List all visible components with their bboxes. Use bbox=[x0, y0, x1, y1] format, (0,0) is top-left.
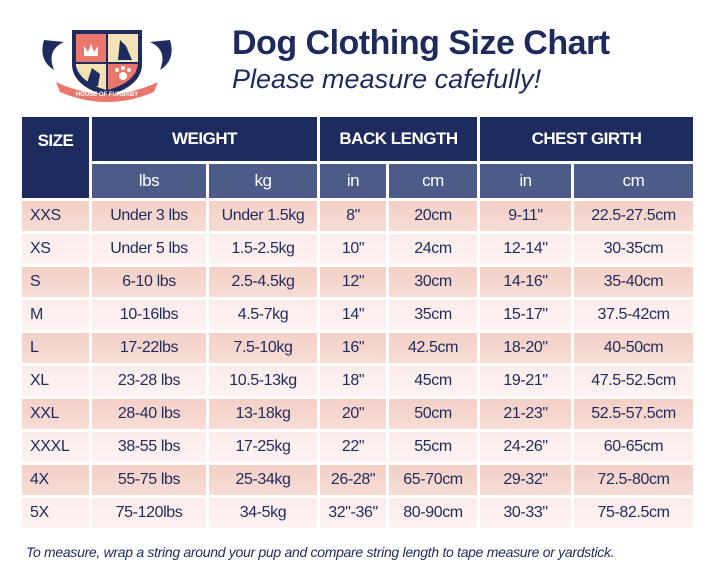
cell-chest-in: 29-32" bbox=[480, 465, 571, 495]
cell-weight-lbs: 6-10 lbs bbox=[92, 267, 206, 297]
table-row: L 17-22lbs 7.5-10kg 16" 42.5cm 18-20" 40-50cm bbox=[22, 333, 693, 363]
unit-back-cm: cm bbox=[389, 164, 477, 198]
table-row: XXXL 38-55 lbs 17-25kg 22" 55cm 24-26" 60-65cm bbox=[22, 432, 693, 462]
unit-chest-cm: cm bbox=[574, 164, 693, 198]
cell-chest-in: 30-33" bbox=[480, 498, 571, 528]
cell-size: S bbox=[22, 267, 89, 297]
cell-size: XXXL bbox=[22, 432, 89, 462]
size-chart-table: SIZE WEIGHT BACK LENGTH CHEST GIRTH lbs … bbox=[19, 114, 696, 531]
cell-size: XL bbox=[22, 366, 89, 396]
cell-weight-lbs: 28-40 lbs bbox=[92, 399, 206, 429]
cell-weight-kg: 25-34kg bbox=[209, 465, 317, 495]
cell-back-cm: 35cm bbox=[389, 300, 477, 330]
cell-chest-in: 18-20" bbox=[480, 333, 571, 363]
cell-chest-in: 24-26" bbox=[480, 432, 571, 462]
table-row: XXL 28-40 lbs 13-18kg 20" 50cm 21-23" 52.5-57.… bbox=[22, 399, 693, 429]
cell-chest-cm: 22.5-27.5cm bbox=[574, 201, 693, 231]
cell-weight-lbs: 55-75 lbs bbox=[92, 465, 206, 495]
table-row: 4X 55-75 lbs 25-34kg 26-28" 65-70cm 29-32" 72.… bbox=[22, 465, 693, 495]
cell-weight-kg: 13-18kg bbox=[209, 399, 317, 429]
cell-back-cm: 24cm bbox=[389, 234, 477, 264]
header-weight: WEIGHT bbox=[92, 117, 317, 161]
cell-weight-lbs: Under 3 lbs bbox=[92, 201, 206, 231]
cell-weight-kg: 4.5-7kg bbox=[209, 300, 317, 330]
cell-weight-lbs: 75-120lbs bbox=[92, 498, 206, 528]
cell-back-in: 32"-36" bbox=[320, 498, 386, 528]
cell-chest-in: 19-21" bbox=[480, 366, 571, 396]
cell-chest-cm: 35-40cm bbox=[574, 267, 693, 297]
cell-chest-cm: 40-50cm bbox=[574, 333, 693, 363]
cell-back-in: 14" bbox=[320, 300, 386, 330]
cell-chest-cm: 37.5-42cm bbox=[574, 300, 693, 330]
cell-weight-kg: 10.5-13kg bbox=[209, 366, 317, 396]
table-row: S 6-10 lbs 2.5-4.5kg 12" 30cm 14-16" 35-40cm bbox=[22, 267, 693, 297]
cell-weight-kg: 17-25kg bbox=[209, 432, 317, 462]
cell-size: XS bbox=[22, 234, 89, 264]
cell-chest-cm: 75-82.5cm bbox=[574, 498, 693, 528]
header-size: SIZE bbox=[22, 117, 89, 198]
cell-chest-cm: 30-35cm bbox=[574, 234, 693, 264]
cell-chest-cm: 60-65cm bbox=[574, 432, 693, 462]
cell-chest-in: 9-11" bbox=[480, 201, 571, 231]
cell-size: 4X bbox=[22, 465, 89, 495]
cell-weight-kg: 34-5kg bbox=[209, 498, 317, 528]
page-title: Dog Clothing Size Chart bbox=[232, 24, 610, 62]
cell-back-cm: 65-70cm bbox=[389, 465, 477, 495]
cell-chest-cm: 52.5-57.5cm bbox=[574, 399, 693, 429]
cell-weight-lbs: 23-28 lbs bbox=[92, 366, 206, 396]
cell-weight-lbs: Under 5 lbs bbox=[92, 234, 206, 264]
unit-chest-in: in bbox=[480, 164, 571, 198]
measure-instructions: To measure, wrap a string around your pu… bbox=[26, 544, 615, 560]
unit-weight-kg: kg bbox=[209, 164, 317, 198]
table-row: M 10-16lbs 4.5-7kg 14" 35cm 15-17" 37.5-42cm bbox=[22, 300, 693, 330]
header-back-length: BACK LENGTH bbox=[320, 117, 477, 161]
table-row: XS Under 5 lbs 1.5-2.5kg 10" 24cm 12-14" 30-35… bbox=[22, 234, 693, 264]
cell-back-in: 18" bbox=[320, 366, 386, 396]
cell-chest-in: 15-17" bbox=[480, 300, 571, 330]
cell-back-cm: 20cm bbox=[389, 201, 477, 231]
house-of-furbaby-logo: HOUSE OF FURBABY bbox=[42, 30, 172, 102]
cell-back-cm: 50cm bbox=[389, 399, 477, 429]
cell-size: M bbox=[22, 300, 89, 330]
cell-back-in: 8" bbox=[320, 201, 386, 231]
cell-weight-kg: Under 1.5kg bbox=[209, 201, 317, 231]
page-subtitle: Please measure cafefully! bbox=[232, 64, 542, 94]
cell-size: XXS bbox=[22, 201, 89, 231]
cell-weight-lbs: 10-16lbs bbox=[92, 300, 206, 330]
cell-weight-kg: 1.5-2.5kg bbox=[209, 234, 317, 264]
unit-weight-lbs: lbs bbox=[92, 164, 206, 198]
cell-weight-kg: 2.5-4.5kg bbox=[209, 267, 317, 297]
cell-back-cm: 80-90cm bbox=[389, 498, 477, 528]
cell-weight-lbs: 38-55 lbs bbox=[92, 432, 206, 462]
cell-back-cm: 30cm bbox=[389, 267, 477, 297]
cell-back-in: 26-28" bbox=[320, 465, 386, 495]
cell-back-in: 10" bbox=[320, 234, 386, 264]
header-chest-girth: CHEST GIRTH bbox=[480, 117, 693, 161]
cell-weight-kg: 7.5-10kg bbox=[209, 333, 317, 363]
cell-back-in: 20" bbox=[320, 399, 386, 429]
cell-chest-in: 12-14" bbox=[480, 234, 571, 264]
cell-chest-cm: 47.5-52.5cm bbox=[574, 366, 693, 396]
unit-back-in: in bbox=[320, 164, 386, 198]
table-row: XL 23-28 lbs 10.5-13kg 18" 45cm 19-21" 47.5-52… bbox=[22, 366, 693, 396]
cell-back-in: 22" bbox=[320, 432, 386, 462]
cell-weight-lbs: 17-22lbs bbox=[92, 333, 206, 363]
table-row: XXS Under 3 lbs Under 1.5kg 8" 20cm 9-11" 22.5… bbox=[22, 201, 693, 231]
table-row: 5X 75-120lbs 34-5kg 32"-36" 80-90cm 30-33" 75-… bbox=[22, 498, 693, 528]
cell-chest-cm: 72.5-80cm bbox=[574, 465, 693, 495]
cell-back-in: 12" bbox=[320, 267, 386, 297]
cell-chest-in: 21-23" bbox=[480, 399, 571, 429]
cell-back-cm: 55cm bbox=[389, 432, 477, 462]
cell-chest-in: 14-16" bbox=[480, 267, 571, 297]
cell-size: XXL bbox=[22, 399, 89, 429]
cell-back-in: 16" bbox=[320, 333, 386, 363]
cell-size: 5X bbox=[22, 498, 89, 528]
svg-text:HOUSE OF FURBABY: HOUSE OF FURBABY bbox=[76, 92, 138, 98]
cell-size: L bbox=[22, 333, 89, 363]
cell-back-cm: 42.5cm bbox=[389, 333, 477, 363]
cell-back-cm: 45cm bbox=[389, 366, 477, 396]
